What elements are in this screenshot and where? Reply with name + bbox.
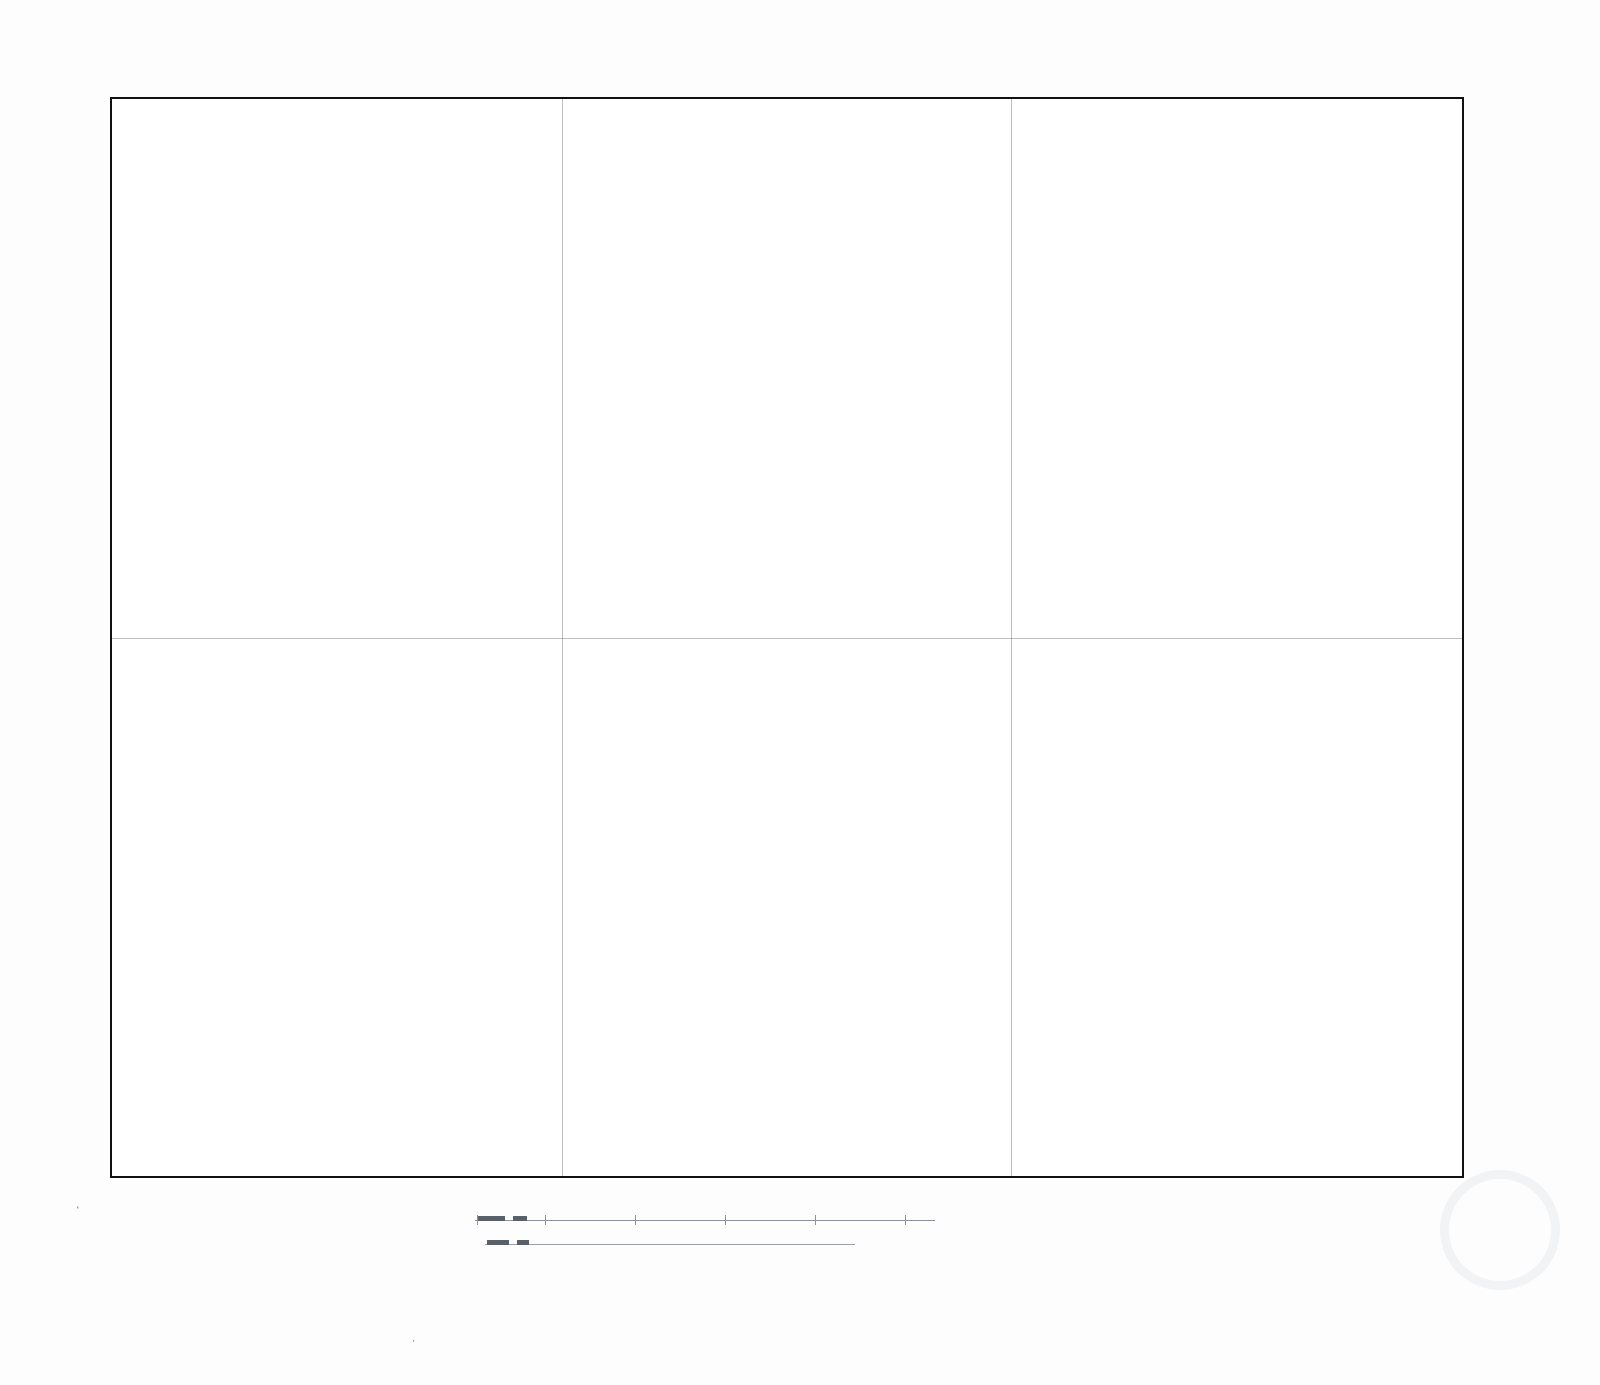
graticule-longitude-155 (561, 99, 563, 1176)
scale-miles-line (475, 1220, 935, 1221)
registration-mark-bottom: ' (413, 1339, 415, 1348)
scale-block-km-a (487, 1240, 509, 1245)
scale-bar (385, 1206, 1085, 1245)
scale-block-a (477, 1216, 505, 1221)
topographic-map[interactable] (110, 97, 1464, 1178)
scale-tick-4 (815, 1215, 816, 1225)
scale-block-b (513, 1216, 527, 1221)
scale-km-line (485, 1244, 855, 1245)
scale-block-km-b (517, 1240, 529, 1245)
scale-km-row (385, 1228, 1085, 1245)
graticule-latitude-63-30 (112, 637, 1462, 639)
scale-tick-5 (905, 1215, 906, 1225)
plate-caption (0, 1262, 1600, 1284)
registration-mark-left: ' (77, 1205, 79, 1215)
scale-tick-3 (725, 1215, 726, 1225)
scale-tick-2 (635, 1215, 636, 1225)
scale-tick-0 (477, 1215, 478, 1225)
scale-tick-1 (545, 1215, 546, 1225)
scale-miles-row (385, 1211, 1085, 1228)
watermark-decoration (40, 1150, 1600, 1350)
watermark-text (0, 1160, 1600, 1340)
graticule-longitude-154 (1011, 99, 1013, 1176)
